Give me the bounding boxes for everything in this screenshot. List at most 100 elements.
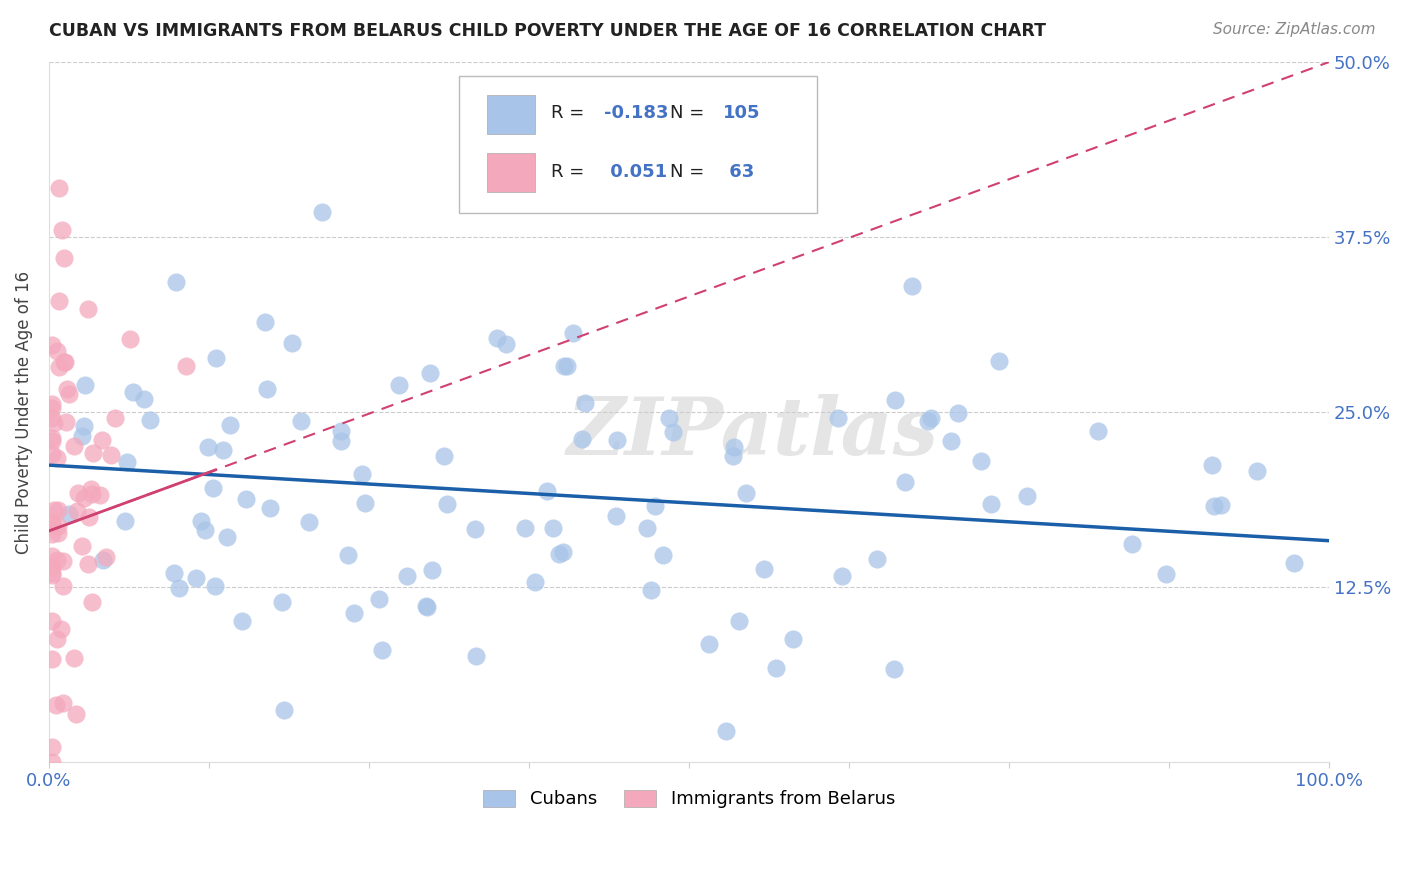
Point xyxy=(41,514,63,528)
Point xyxy=(636,521,658,535)
Point xyxy=(281,335,304,350)
Point xyxy=(194,524,217,538)
Point xyxy=(52,697,75,711)
Point xyxy=(605,508,627,523)
Point xyxy=(330,424,353,438)
Point xyxy=(41,434,63,449)
Point xyxy=(727,614,749,628)
Point xyxy=(311,204,333,219)
Point xyxy=(486,331,509,345)
Point xyxy=(1282,556,1305,570)
Point xyxy=(219,417,242,432)
Point xyxy=(75,378,97,392)
Legend: Cubans, Immigrants from Belarus: Cubans, Immigrants from Belarus xyxy=(475,782,903,815)
Point xyxy=(58,507,80,521)
Point xyxy=(65,504,87,518)
Point xyxy=(174,359,197,373)
Point xyxy=(114,514,136,528)
Point xyxy=(342,606,364,620)
Point xyxy=(134,392,156,406)
Point xyxy=(716,724,738,739)
Point xyxy=(939,434,962,448)
Point xyxy=(290,414,312,428)
Point xyxy=(273,702,295,716)
Point xyxy=(41,430,63,444)
Point xyxy=(44,503,66,517)
Point xyxy=(211,442,233,457)
Point xyxy=(920,411,942,425)
Point xyxy=(866,551,889,566)
Point xyxy=(45,553,67,567)
Point xyxy=(55,415,77,429)
Point xyxy=(104,410,127,425)
Point xyxy=(553,545,575,559)
Point xyxy=(658,410,681,425)
Point xyxy=(734,486,756,500)
Point xyxy=(1121,537,1143,551)
Point xyxy=(893,475,915,489)
Point xyxy=(1246,464,1268,478)
Point xyxy=(370,643,392,657)
Point xyxy=(51,223,73,237)
Point xyxy=(256,383,278,397)
Point xyxy=(948,406,970,420)
Y-axis label: Child Poverty Under the Age of 16: Child Poverty Under the Age of 16 xyxy=(15,270,32,554)
Point xyxy=(42,416,65,430)
Text: N =: N = xyxy=(669,163,710,181)
Point xyxy=(165,275,187,289)
FancyBboxPatch shape xyxy=(486,153,536,192)
Point xyxy=(436,497,458,511)
Point xyxy=(118,332,141,346)
Point xyxy=(48,503,70,517)
Point xyxy=(41,652,63,666)
Point xyxy=(555,359,578,373)
Point xyxy=(513,521,536,535)
Point xyxy=(574,395,596,409)
Point xyxy=(41,559,63,574)
Text: 105: 105 xyxy=(724,104,761,122)
Point xyxy=(41,447,63,461)
Point xyxy=(77,302,100,317)
Point xyxy=(41,614,63,628)
Point xyxy=(46,518,69,533)
Point xyxy=(917,414,939,428)
Point xyxy=(368,592,391,607)
Point xyxy=(415,599,437,614)
Point xyxy=(48,293,70,308)
Point xyxy=(1202,499,1225,513)
Point xyxy=(721,450,744,464)
Point xyxy=(831,569,853,583)
Point xyxy=(72,491,94,505)
Text: 63: 63 xyxy=(724,163,755,181)
Point xyxy=(827,410,849,425)
Point xyxy=(41,549,63,564)
Point xyxy=(163,566,186,580)
Point xyxy=(1201,458,1223,472)
Point xyxy=(58,387,80,401)
Point xyxy=(204,351,226,365)
Point xyxy=(988,353,1011,368)
Point xyxy=(45,451,67,466)
Point xyxy=(46,344,69,359)
Point xyxy=(1087,424,1109,438)
Point xyxy=(45,698,67,713)
Point xyxy=(644,500,666,514)
Point xyxy=(541,521,564,535)
Point xyxy=(70,539,93,553)
Point xyxy=(652,548,675,562)
Point xyxy=(336,548,359,562)
Point xyxy=(553,359,575,373)
Point xyxy=(52,354,75,368)
Point xyxy=(883,661,905,675)
Point xyxy=(41,397,63,411)
Point xyxy=(197,440,219,454)
Point xyxy=(1209,498,1232,512)
Point xyxy=(41,566,63,580)
Text: R =: R = xyxy=(551,163,589,181)
Point xyxy=(73,418,96,433)
Point xyxy=(53,355,76,369)
Point xyxy=(121,384,143,399)
Point xyxy=(353,496,375,510)
Point xyxy=(253,315,276,329)
FancyBboxPatch shape xyxy=(486,95,536,134)
